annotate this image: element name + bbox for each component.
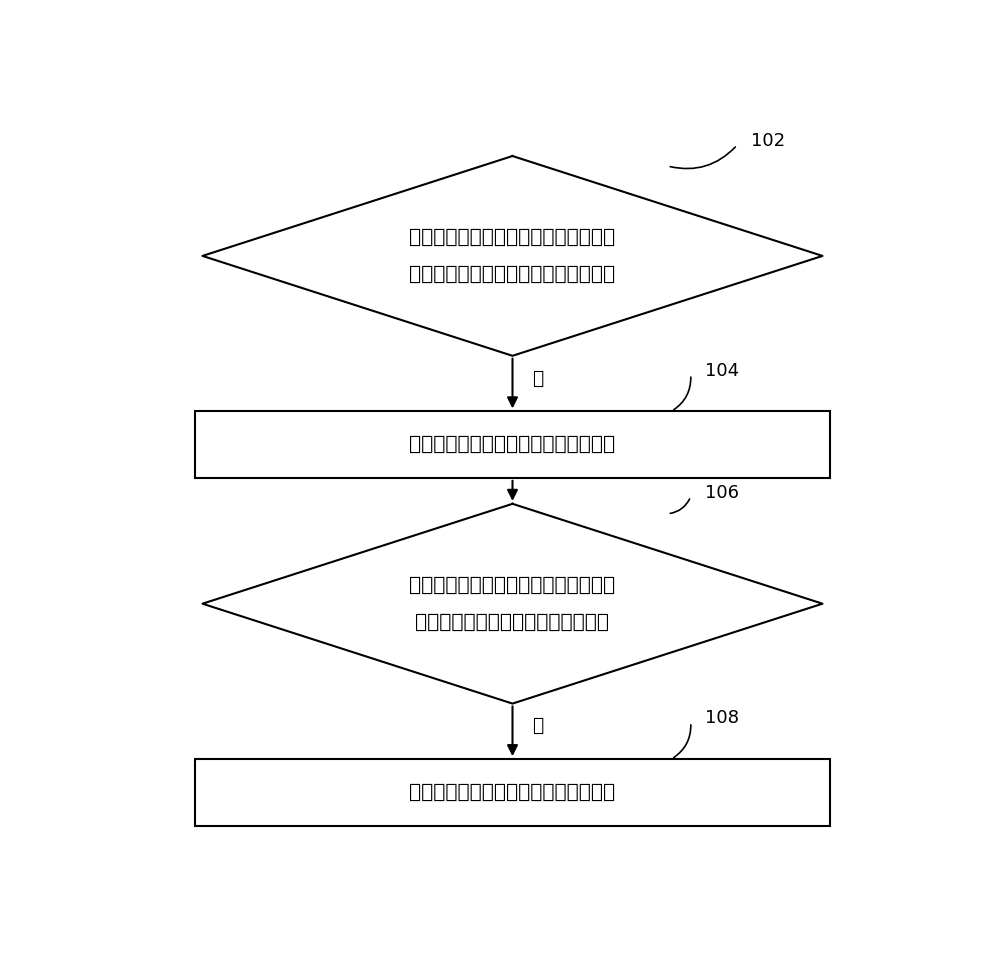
Text: 将电机的工作状态调整为第一工作状态: 将电机的工作状态调整为第一工作状态 [409, 435, 616, 455]
Text: 是: 是 [532, 368, 543, 387]
Bar [195, 411, 830, 478]
Polygon shape [202, 504, 822, 703]
Text: 是: 是 [532, 716, 543, 735]
Text: 获取压力检测组件检测的初始压力值，: 获取压力检测组件检测的初始压力值， [409, 228, 616, 247]
Text: 108: 108 [705, 709, 739, 727]
Text: 判断初始压力值是否大于第一压力阀值: 判断初始压力值是否大于第一压力阀值 [409, 265, 616, 283]
Text: 102: 102 [751, 133, 785, 150]
Text: 获取压力检测组件检测的当前压力值，: 获取压力检测组件检测的当前压力值， [409, 576, 616, 595]
Text: 将电机的工作状态调整为第二工作状态: 将电机的工作状态调整为第二工作状态 [409, 783, 616, 801]
Text: 判断当前压力值是否大于第二压力阀: 判断当前压力值是否大于第二压力阀 [416, 613, 610, 631]
Bar [195, 759, 830, 825]
Polygon shape [202, 156, 822, 356]
Text: 106: 106 [705, 483, 739, 502]
Text: 104: 104 [705, 361, 739, 380]
